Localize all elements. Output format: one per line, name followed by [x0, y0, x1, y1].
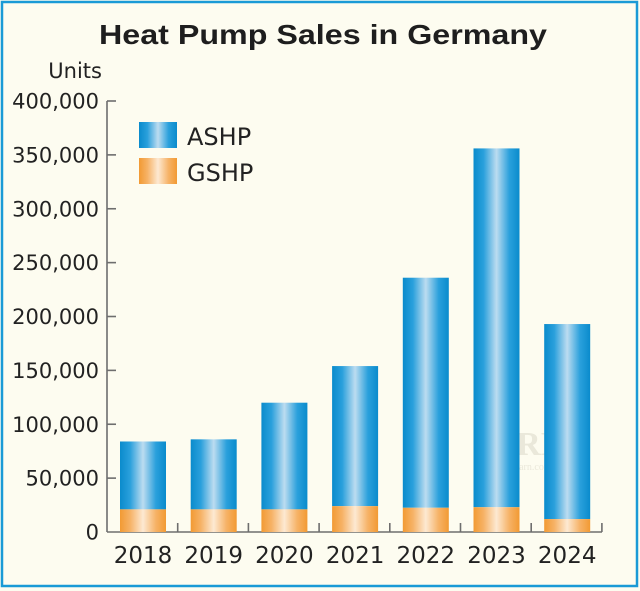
bar-ashp-2018	[120, 441, 166, 510]
watermark-subtext: www.ejarn.com	[488, 462, 551, 473]
x-tick-label: 2020	[255, 543, 314, 569]
legend-item-gshp: GSHP	[139, 158, 253, 187]
bar-gshp-2023	[473, 507, 520, 532]
y-tick-label: 100,000	[12, 413, 99, 437]
bar-ashp-2020	[261, 402, 308, 510]
legend-swatch-gshp	[139, 158, 177, 184]
bar-gshp-2020	[261, 509, 308, 532]
y-tick-label: 250,000	[12, 251, 99, 275]
x-axis: 2018 2019 2020 2021 2022 2023 2024	[107, 523, 603, 569]
bar-stack-2021	[332, 366, 379, 532]
y-tick-label: 0	[86, 521, 99, 545]
bars-group	[120, 148, 591, 532]
y-axis-label: Units	[48, 59, 102, 83]
legend: ASHP GSHP	[139, 122, 253, 187]
bar-stack-2022	[402, 277, 449, 532]
y-tick-label: 400,000	[12, 90, 99, 114]
bar-gshp-2021	[332, 506, 379, 532]
bar-stack-2024	[544, 324, 591, 532]
legend-item-ashp: ASHP	[139, 122, 251, 151]
y-tick-label: 200,000	[12, 305, 99, 329]
x-tick-label: 2019	[184, 543, 243, 569]
legend-label-ashp: ASHP	[187, 123, 251, 151]
bar-ashp-2024	[544, 324, 591, 520]
x-tick-label: 2018	[114, 543, 173, 569]
legend-swatch-ashp	[139, 122, 177, 148]
bar-gshp-2019	[190, 509, 237, 532]
x-tick-label: 2023	[467, 543, 526, 569]
legend-label-gshp: GSHP	[187, 159, 253, 187]
y-tick-label: 50,000	[26, 467, 99, 491]
bar-stack-2018	[120, 441, 166, 532]
y-tick-label: 350,000	[12, 143, 99, 167]
x-tick-label: 2021	[326, 543, 385, 569]
chart-title: Heat Pump Sales in Germany	[99, 19, 547, 50]
bar-gshp-2024	[544, 519, 591, 532]
bar-gshp-2022	[402, 507, 449, 532]
bar-ashp-2019	[190, 439, 237, 510]
y-tick-label: 300,000	[12, 197, 99, 221]
bar-ashp-2022	[402, 277, 449, 508]
bar-stack-2020	[261, 402, 308, 532]
bar-stack-2019	[190, 439, 237, 532]
bar-gshp-2018	[120, 509, 166, 532]
x-tick-label: 2022	[397, 543, 456, 569]
bar-ashp-2023	[473, 148, 520, 508]
y-axis: 0 50,000 100,000 150,000 200,000 250,000 300,0…	[12, 90, 116, 545]
x-tick-label: 2024	[538, 543, 597, 569]
bar-ashp-2021	[332, 366, 379, 507]
y-tick-label: 150,000	[12, 359, 99, 383]
bar-stack-2023	[473, 148, 520, 532]
